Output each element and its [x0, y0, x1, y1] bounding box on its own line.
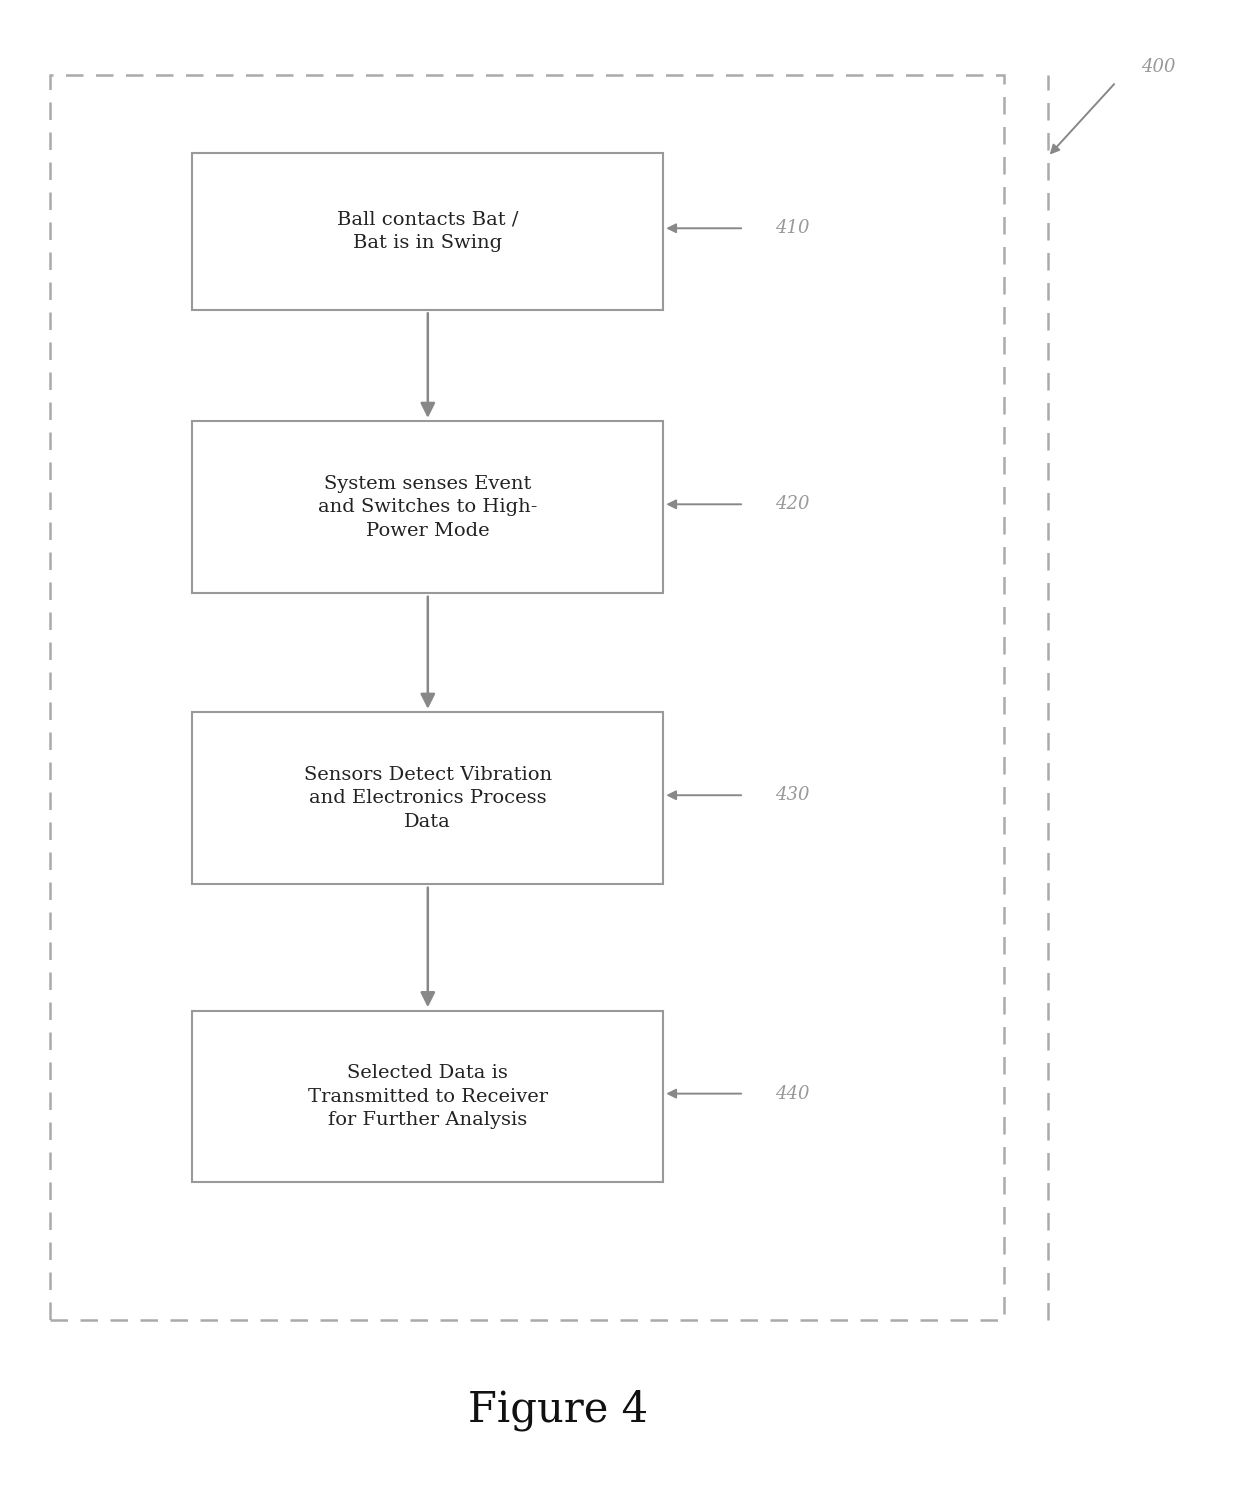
- Text: Ball contacts Bat /
Bat is in Swing: Ball contacts Bat / Bat is in Swing: [337, 210, 518, 252]
- FancyBboxPatch shape: [192, 421, 663, 592]
- Text: 410: 410: [775, 219, 810, 237]
- Text: 440: 440: [775, 1085, 810, 1103]
- FancyBboxPatch shape: [192, 154, 663, 309]
- Text: Sensors Detect Vibration
and Electronics Process
Data: Sensors Detect Vibration and Electronics…: [304, 765, 552, 831]
- Text: Selected Data is
Transmitted to Receiver
for Further Analysis: Selected Data is Transmitted to Receiver…: [308, 1064, 548, 1129]
- Text: 400: 400: [1141, 58, 1176, 76]
- Text: 420: 420: [775, 495, 810, 513]
- Text: 430: 430: [775, 786, 810, 804]
- Text: Figure 4: Figure 4: [467, 1389, 649, 1431]
- Text: System senses Event
and Switches to High-
Power Mode: System senses Event and Switches to High…: [319, 474, 537, 540]
- FancyBboxPatch shape: [192, 1012, 663, 1182]
- FancyBboxPatch shape: [192, 712, 663, 883]
